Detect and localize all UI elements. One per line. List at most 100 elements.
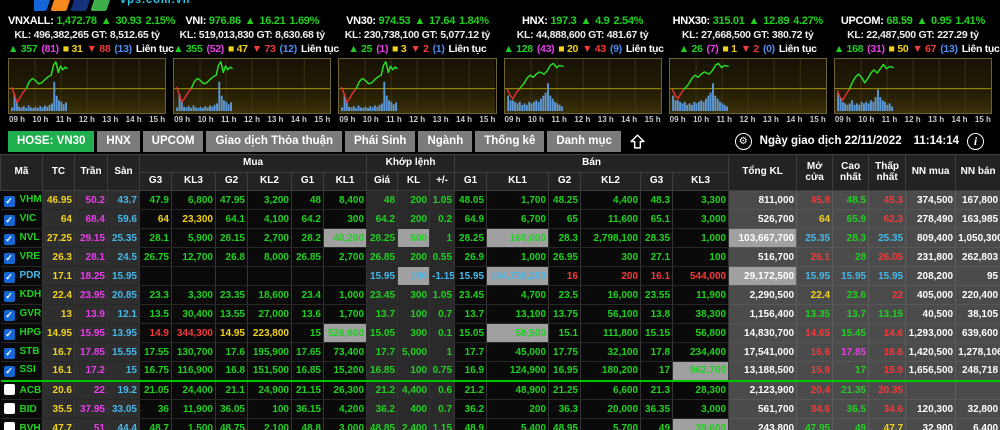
cell: 300 (397, 285, 431, 305)
col-bid-kl3: KL3 (171, 172, 216, 191)
cell: 65.1 (640, 209, 674, 229)
sparkline-svg (9, 59, 166, 113)
cell: 526,700 (728, 209, 798, 229)
cell: 47.9 (139, 190, 172, 210)
index-panel-vn30: VN30: 974.53 ▲ 17.64 1.84% KL: 230,738,100 G… (338, 15, 497, 128)
table-row-vic: ✓ VIC 64 68.4 59.6 64 23,300 64.1 4,100 64.2 300 64… (0, 209, 1000, 229)
cell: 2,700 (247, 228, 292, 248)
symbol-label[interactable]: VIC (19, 212, 37, 224)
trading-date-label: Ngày giao dịch (759, 135, 842, 147)
tab-danh-muc[interactable]: Danh mục (547, 130, 621, 152)
trading-date-value: 22/11/2022 (844, 135, 902, 147)
symbol-cell: ✓ VRE (0, 247, 43, 267)
cell: 20.35 (868, 380, 907, 400)
index-name: HNX: (521, 15, 551, 27)
tab-hnx[interactable]: HNX (97, 130, 140, 152)
row-checkbox[interactable]: ✓ (3, 309, 15, 321)
tab-phai-sinh[interactable]: Phái Sinh (345, 130, 416, 152)
cell: 15.95 (366, 266, 399, 286)
cell: 5,400 (486, 418, 550, 430)
ceiling-count: (81) (41, 43, 59, 55)
cell: 13 (42, 304, 75, 324)
cell: 21.05 (139, 380, 172, 400)
settings-gear-icon[interactable]: ⚙ (734, 132, 752, 150)
cell: 2,700 (323, 247, 368, 267)
cell: 15.05 (366, 323, 399, 343)
info-icon[interactable]: i (967, 132, 984, 150)
time-tick: 11 h (221, 115, 237, 124)
cell: 36.05 (215, 399, 248, 419)
row-checkbox[interactable] (3, 422, 15, 430)
symbol-label[interactable]: VHM (19, 193, 42, 205)
row-checkbox[interactable]: ✓ (3, 252, 15, 264)
symbol-label[interactable]: NVL (19, 231, 40, 243)
cell: 25.35 (868, 228, 907, 248)
cell: 3,000 (323, 418, 368, 430)
row-checkbox[interactable]: ✓ (3, 271, 15, 283)
market-breadth: ▲ 355 (52) ■ 47 ▼ 73 (12) Liên tục (173, 43, 339, 55)
cell: 26.1 (796, 247, 834, 267)
symbol-label[interactable]: BID (19, 404, 37, 415)
price-board-body: ✓ VHM 46.95 50.2 43.7 47.9 6,800 47.95 3,200 48 8,… (0, 190, 1000, 430)
tab-upcom[interactable]: UPCOM (142, 130, 204, 152)
index-change-pct: 2.54% (613, 15, 644, 27)
symbol-label[interactable]: GVR (19, 307, 42, 319)
cell: 13.7 (832, 304, 870, 324)
cell: 23.6 (832, 285, 870, 305)
cell: 234,400 (672, 342, 730, 362)
row-checkbox[interactable] (3, 384, 15, 396)
symbol-label[interactable]: PDR (19, 269, 41, 281)
cell: 811,000 (728, 190, 798, 210)
cell: 39,600 (672, 418, 730, 430)
col-match-price: Giá (366, 172, 399, 191)
cell: 20.6 (42, 380, 75, 400)
index-panel-vnxall: VNXALL: 1,472.78 ▲ 30.93 2.15% KL: 496,382,2… (8, 15, 175, 128)
cell: 180,200 (580, 361, 642, 382)
symbol-label[interactable]: HPG (19, 326, 42, 338)
cell: 22.4 (42, 285, 75, 305)
row-checkbox[interactable]: ✓ (3, 290, 15, 302)
symbol-label[interactable]: BVH (19, 423, 41, 430)
ceiling-count: (43) (536, 43, 555, 55)
ceiling-count: (1) (376, 43, 389, 55)
time-tick: 09 h (669, 115, 686, 124)
col-ask-kl1: KL1 (486, 172, 550, 191)
index-value: 974.53 (378, 15, 411, 27)
session-status: Liên tục (448, 43, 487, 55)
tab-thong-ke[interactable]: Thống kê (475, 130, 545, 152)
index-headline: HNX30: 315.01 ▲ 12.89 4.27% (669, 15, 827, 27)
cell: 29,172,500 (728, 266, 798, 286)
symbol-label[interactable]: KDH (19, 288, 42, 300)
row-checkbox[interactable]: ✓ (3, 347, 15, 359)
symbol-label[interactable]: VRE (19, 250, 41, 262)
index-volume-line: KL: 27,668,500 GT: 380.72 tỷ (681, 29, 814, 41)
symbol-label[interactable]: STB (19, 345, 40, 357)
cell: 1,700 (486, 190, 550, 210)
row-checkbox[interactable] (3, 403, 15, 414)
row-checkbox[interactable]: ✓ (3, 366, 15, 378)
symbol-label[interactable]: ACB (19, 385, 42, 397)
row-checkbox[interactable]: ✓ (3, 214, 15, 226)
table-row-bvh: BVH 47.7 51 44.4 48.7 1,500 48.75 2,100 48.8 3,00… (0, 418, 1000, 430)
cell (215, 266, 248, 286)
cell: 48.8 (291, 418, 324, 430)
cell: 2,798,100 (580, 228, 642, 248)
row-checkbox[interactable]: ✓ (3, 195, 15, 207)
cell: 27.1 (640, 247, 674, 267)
row-checkbox[interactable]: ✓ (3, 328, 15, 340)
symbol-label[interactable]: SSI (19, 364, 36, 376)
tab-nganh[interactable]: Ngành (418, 130, 473, 152)
tab-hose-vn30[interactable]: HOSE: VN30 (8, 130, 95, 152)
cell: 23.45 (366, 285, 399, 305)
cell: 64 (139, 209, 172, 229)
row-checkbox[interactable]: ✓ (3, 233, 15, 245)
cell: 17.1 (42, 266, 75, 286)
index-headline: VNI: 976.86 ▲ 16.21 1.69% (173, 15, 331, 27)
cell: 49 (640, 418, 674, 430)
tab-giao-dich-thoa-thuan[interactable]: Giao dịch Thỏa thuận (206, 130, 343, 152)
cell: 0.55 (429, 247, 456, 267)
table-row-stb: ✓ STB 16.7 17.85 15.55 17.55 130,700 17.6 195,90… (0, 342, 1000, 362)
cell: 48.3 (640, 190, 674, 210)
cell: 4,100 (247, 209, 292, 229)
collapse-up-arrow-icon[interactable] (629, 133, 646, 150)
